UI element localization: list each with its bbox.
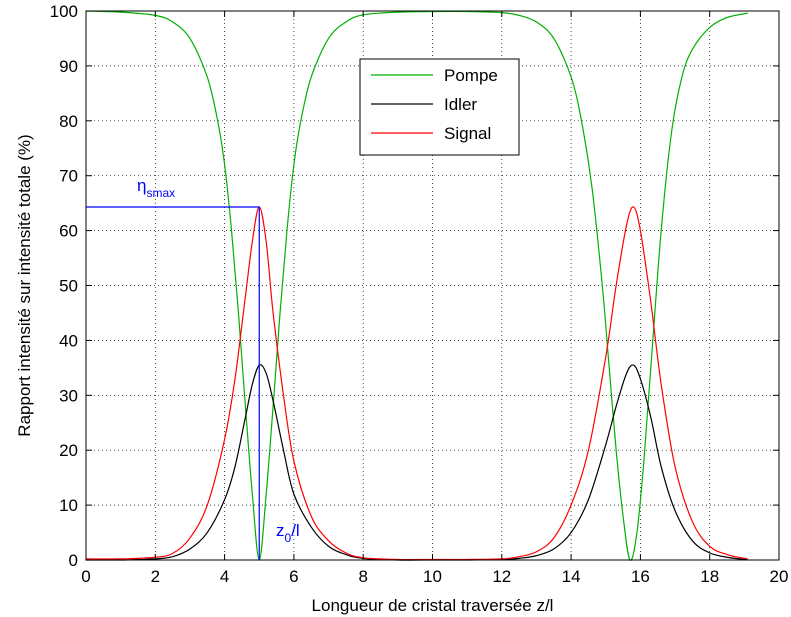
x-tick-label: 8: [358, 567, 367, 586]
y-tick-label: 0: [69, 551, 78, 570]
x-tick-label: 20: [770, 567, 789, 586]
y-tick-label: 70: [59, 167, 78, 186]
legend: Pompe Idler Signal: [359, 58, 520, 156]
x-tick-label: 14: [562, 567, 581, 586]
z0-base: z: [276, 521, 285, 540]
legend-label-idler: Idler: [444, 95, 477, 114]
y-tick-label: 90: [59, 57, 78, 76]
eta-subscript: smax: [146, 186, 175, 200]
y-tick-label: 80: [59, 112, 78, 131]
x-tick-label: 2: [151, 567, 160, 586]
axis-ticks: 0 2 4 6 8 10 12 14 16 18 20 0 10 20 30 40 50 60 70 80 90 100: [50, 2, 789, 586]
eta-smax-label: ηsmax: [137, 176, 175, 200]
y-axis-title: Rapport intensité sur intensité totale (…: [15, 134, 34, 436]
z0-suffix: /l: [291, 521, 300, 540]
x-axis-title: Longueur de cristal traversée z/l: [312, 596, 554, 615]
x-tick-label: 16: [631, 567, 650, 586]
y-tick-label: 100: [50, 2, 78, 21]
y-tick-label: 50: [59, 277, 78, 296]
eta-base: η: [137, 176, 146, 195]
x-tick-label: 18: [700, 567, 719, 586]
x-tick-label: 6: [289, 567, 298, 586]
x-tick-label: 4: [220, 567, 229, 586]
legend-label-signal: Signal: [444, 124, 491, 143]
z0-subscript: 0: [285, 531, 292, 545]
legend-label-pompe: Pompe: [444, 66, 498, 85]
x-tick-label: 12: [492, 567, 511, 586]
y-tick-label: 20: [59, 441, 78, 460]
x-tick-label: 10: [423, 567, 442, 586]
x-tick-label: 0: [81, 567, 90, 586]
annotations: ηsmax z0/l: [86, 176, 300, 560]
y-tick-label: 10: [59, 496, 78, 515]
y-tick-label: 30: [59, 386, 78, 405]
y-tick-label: 60: [59, 222, 78, 241]
y-tick-label: 40: [59, 331, 78, 350]
z0-label: z0/l: [276, 521, 300, 545]
